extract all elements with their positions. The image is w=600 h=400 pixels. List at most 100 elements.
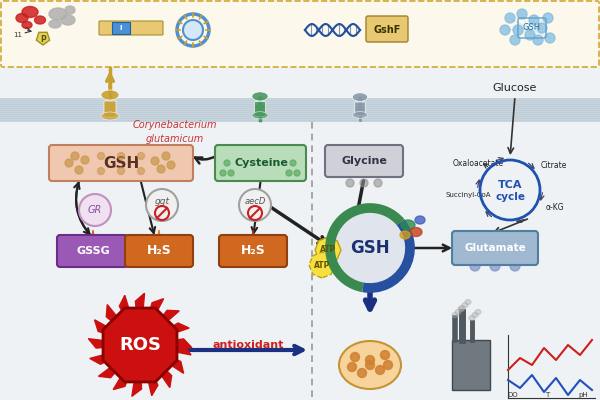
Text: GSH: GSH	[523, 24, 541, 32]
Ellipse shape	[475, 310, 481, 314]
Polygon shape	[82, 230, 104, 267]
Text: GSSG: GSSG	[76, 246, 110, 256]
FancyBboxPatch shape	[49, 145, 193, 181]
Circle shape	[517, 9, 527, 19]
Circle shape	[525, 30, 535, 40]
Ellipse shape	[252, 92, 268, 101]
Ellipse shape	[49, 20, 61, 28]
Text: α-KG: α-KG	[545, 204, 565, 212]
Ellipse shape	[252, 112, 268, 119]
Ellipse shape	[472, 312, 478, 318]
Ellipse shape	[352, 93, 368, 101]
Circle shape	[294, 170, 300, 176]
Circle shape	[137, 152, 145, 160]
Circle shape	[360, 179, 368, 187]
Polygon shape	[95, 320, 140, 345]
Text: cycle: cycle	[495, 192, 525, 202]
Text: Succinyl-CoA: Succinyl-CoA	[445, 192, 491, 198]
Text: Glutamate: Glutamate	[464, 243, 526, 253]
FancyBboxPatch shape	[0, 98, 600, 122]
Circle shape	[470, 261, 480, 271]
Polygon shape	[132, 345, 142, 396]
Circle shape	[286, 170, 292, 176]
Circle shape	[97, 152, 104, 160]
Polygon shape	[140, 345, 191, 355]
Circle shape	[183, 20, 203, 40]
Text: antioxidant: antioxidant	[212, 340, 284, 350]
Circle shape	[75, 166, 83, 174]
Circle shape	[65, 159, 73, 167]
Circle shape	[380, 350, 389, 360]
Ellipse shape	[49, 8, 67, 20]
Ellipse shape	[352, 112, 368, 118]
Text: ggt: ggt	[155, 198, 170, 206]
Ellipse shape	[400, 231, 410, 239]
Circle shape	[239, 189, 271, 221]
FancyBboxPatch shape	[254, 102, 265, 116]
Ellipse shape	[16, 14, 28, 22]
Circle shape	[358, 368, 367, 378]
Ellipse shape	[465, 300, 471, 304]
Polygon shape	[140, 339, 192, 348]
FancyBboxPatch shape	[99, 21, 163, 35]
FancyBboxPatch shape	[325, 145, 403, 177]
Polygon shape	[140, 345, 184, 373]
Polygon shape	[106, 304, 140, 345]
Circle shape	[330, 208, 410, 288]
Polygon shape	[140, 345, 158, 396]
Circle shape	[71, 152, 79, 160]
Ellipse shape	[415, 216, 425, 224]
Circle shape	[500, 25, 510, 35]
Text: GR: GR	[88, 205, 102, 215]
FancyBboxPatch shape	[1, 1, 599, 67]
Circle shape	[520, 251, 530, 261]
Circle shape	[220, 170, 226, 176]
Ellipse shape	[458, 306, 464, 312]
Circle shape	[162, 152, 170, 160]
Polygon shape	[140, 345, 172, 388]
Text: pH: pH	[578, 392, 587, 398]
Ellipse shape	[101, 112, 119, 120]
Circle shape	[146, 189, 178, 221]
Circle shape	[137, 168, 145, 174]
Text: GSH: GSH	[350, 239, 390, 257]
Circle shape	[374, 179, 382, 187]
Circle shape	[224, 160, 230, 166]
Text: Cysteine: Cysteine	[234, 158, 288, 168]
Polygon shape	[93, 237, 109, 267]
Text: 11: 11	[14, 32, 23, 38]
Circle shape	[228, 170, 234, 176]
Polygon shape	[90, 345, 140, 364]
Ellipse shape	[22, 22, 32, 28]
Polygon shape	[253, 237, 269, 267]
Circle shape	[490, 261, 500, 271]
Text: H₂S: H₂S	[146, 244, 172, 258]
Circle shape	[81, 156, 89, 164]
Circle shape	[510, 261, 520, 271]
FancyBboxPatch shape	[452, 340, 490, 390]
Circle shape	[350, 352, 359, 362]
Ellipse shape	[401, 220, 415, 230]
Ellipse shape	[410, 228, 422, 236]
FancyBboxPatch shape	[125, 235, 193, 267]
Polygon shape	[148, 230, 170, 267]
Text: Corynebacterium
glutamicum: Corynebacterium glutamicum	[133, 120, 217, 144]
Polygon shape	[242, 230, 264, 267]
Circle shape	[290, 160, 296, 166]
Text: ATP: ATP	[314, 260, 330, 270]
Circle shape	[79, 194, 111, 226]
FancyBboxPatch shape	[366, 16, 408, 42]
FancyBboxPatch shape	[219, 235, 287, 267]
Text: I: I	[120, 25, 122, 31]
Circle shape	[157, 165, 165, 173]
Ellipse shape	[101, 90, 119, 100]
Polygon shape	[113, 345, 140, 390]
Circle shape	[533, 35, 543, 45]
Circle shape	[510, 35, 520, 45]
Circle shape	[118, 152, 125, 160]
Polygon shape	[136, 293, 145, 345]
FancyBboxPatch shape	[215, 145, 306, 181]
Circle shape	[513, 25, 523, 35]
Ellipse shape	[452, 312, 458, 318]
Ellipse shape	[455, 310, 461, 314]
